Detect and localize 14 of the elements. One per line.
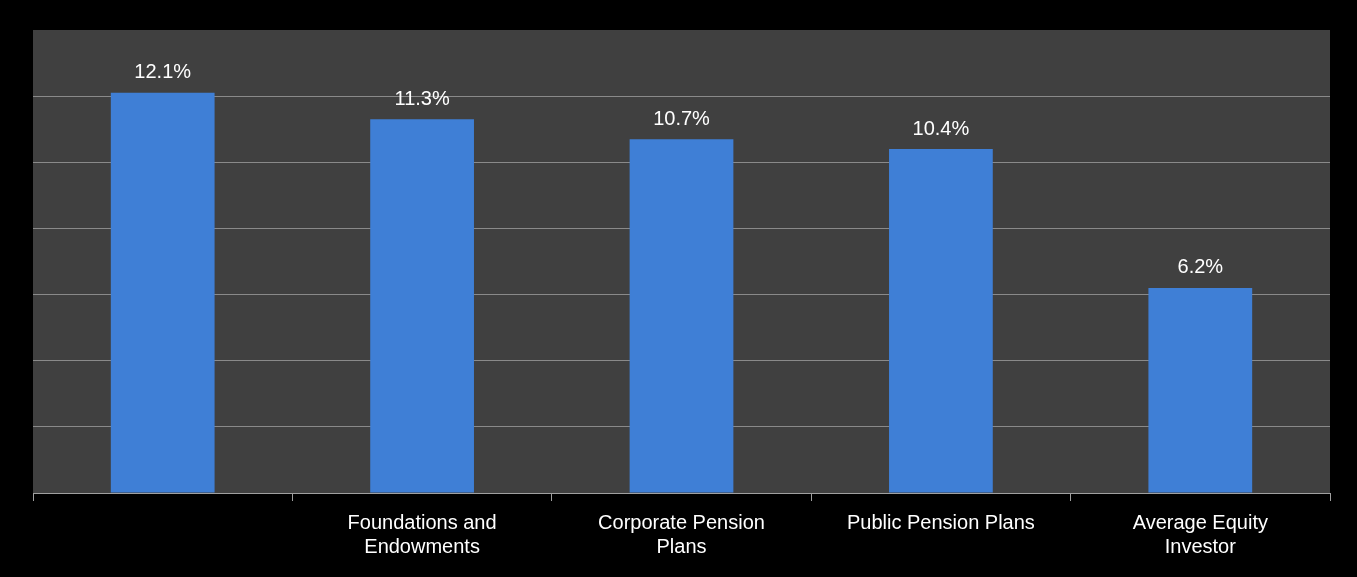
bar	[629, 139, 734, 493]
bar	[1148, 287, 1253, 493]
data-label: 11.3%	[394, 86, 450, 109]
data-label: 10.7%	[653, 106, 711, 129]
data-label: 10.4%	[912, 116, 970, 139]
bar	[889, 149, 993, 493]
x-tick-label: Corporate Pension Plans	[598, 510, 765, 557]
bar	[370, 119, 474, 493]
x-tick-label: Public Pension Plans	[846, 510, 1035, 533]
bar	[110, 92, 215, 493]
x-tick-label: Foundations and Endowments	[347, 510, 497, 557]
data-label: 6.2%	[1177, 255, 1224, 278]
x-tick-label: Average Equity Investor	[1132, 510, 1268, 557]
data-label: 12.1%	[134, 60, 192, 83]
